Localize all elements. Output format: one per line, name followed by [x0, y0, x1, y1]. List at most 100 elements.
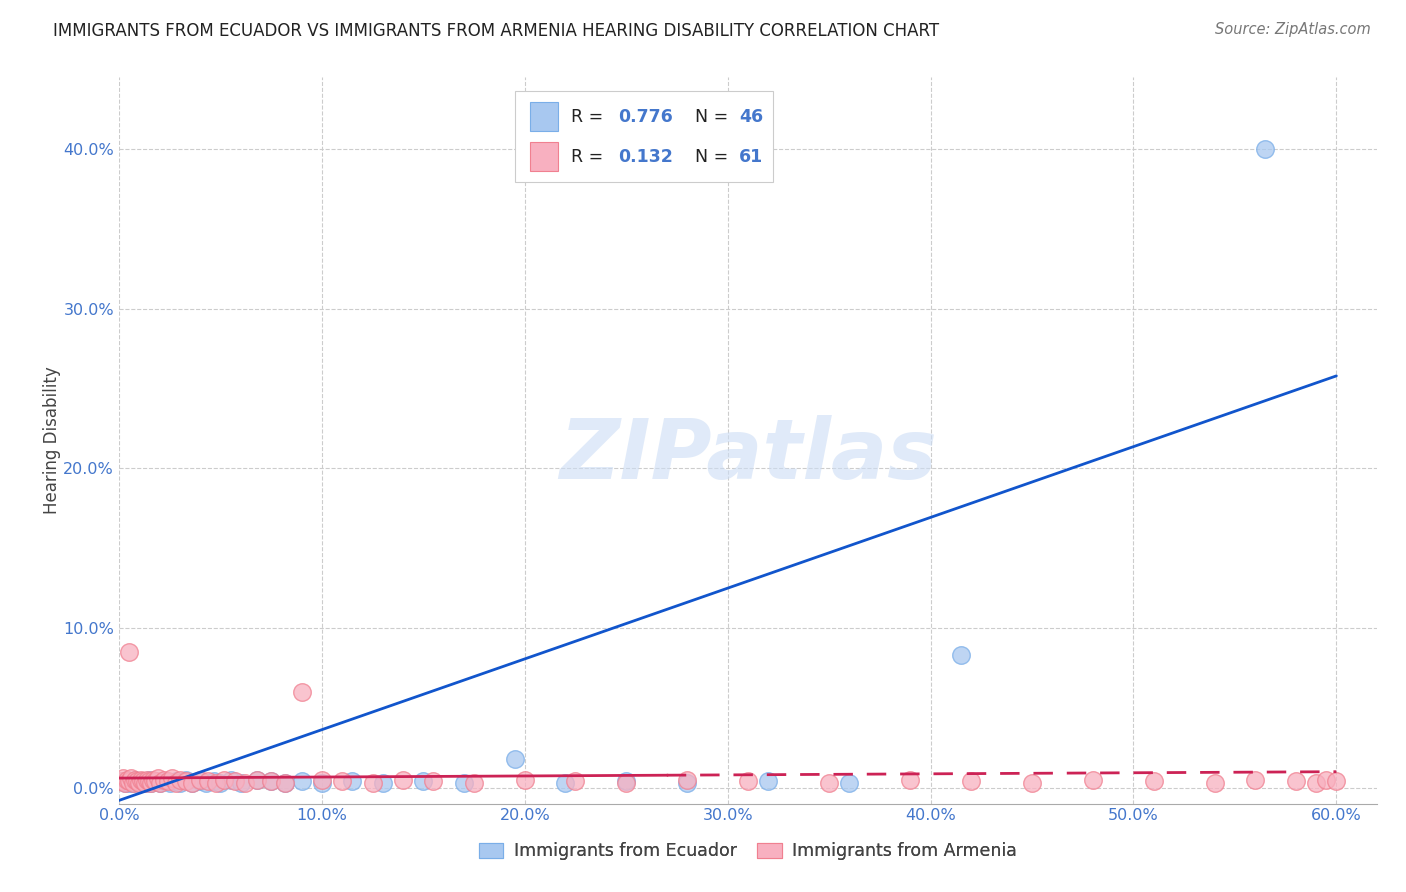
Point: [122, 776, 145, 790]
Point: [290, 774, 312, 789]
Point: [138, 772, 160, 787]
Point: [145, 774, 167, 789]
Point: [246, 772, 269, 787]
Point: [134, 776, 156, 790]
Point: [165, 776, 187, 790]
Point: [124, 772, 146, 787]
Point: [260, 774, 283, 789]
Point: [118, 774, 141, 789]
Point: [188, 772, 211, 787]
Point: [503, 752, 526, 766]
Point: [129, 772, 152, 787]
Text: R =: R =: [571, 147, 609, 166]
Point: [392, 772, 415, 787]
Point: [156, 774, 179, 789]
Point: [205, 776, 228, 790]
Point: [181, 776, 204, 790]
Point: [1315, 772, 1337, 787]
Point: [554, 776, 576, 790]
Point: [112, 771, 135, 785]
Point: [136, 772, 159, 787]
Point: [159, 776, 181, 790]
Point: [371, 776, 394, 790]
Point: [564, 774, 586, 789]
Point: [756, 774, 779, 789]
Point: [169, 776, 191, 790]
Point: [114, 776, 136, 790]
Point: [145, 774, 167, 789]
Point: [224, 774, 246, 789]
Point: [1081, 772, 1104, 787]
Point: [188, 774, 211, 789]
Point: [197, 774, 219, 789]
Point: [209, 776, 232, 790]
Text: N =: N =: [683, 147, 734, 166]
Point: [132, 774, 155, 789]
Point: [246, 772, 269, 787]
Point: [120, 774, 142, 789]
Point: [118, 776, 141, 790]
Text: Source: ZipAtlas.com: Source: ZipAtlas.com: [1215, 22, 1371, 37]
Point: [136, 776, 159, 790]
Point: [138, 774, 160, 789]
Point: [1324, 774, 1347, 789]
Point: [1021, 776, 1043, 790]
Point: [152, 774, 174, 789]
Bar: [530, 102, 558, 131]
Text: 0.776: 0.776: [619, 108, 673, 126]
Point: [129, 774, 152, 789]
Point: [127, 774, 149, 789]
Point: [453, 776, 475, 790]
Point: [311, 772, 333, 787]
Y-axis label: Hearing Disability: Hearing Disability: [44, 367, 60, 515]
Bar: [515, 91, 773, 182]
Text: 46: 46: [740, 108, 763, 126]
Point: [838, 776, 860, 790]
Point: [614, 774, 637, 789]
Point: [1143, 774, 1166, 789]
Point: [152, 772, 174, 787]
Point: [127, 774, 149, 789]
Point: [1244, 772, 1267, 787]
Point: [124, 772, 146, 787]
Point: [148, 776, 170, 790]
Point: [141, 776, 163, 790]
Point: [146, 771, 169, 785]
Point: [134, 774, 156, 789]
Point: [290, 685, 312, 699]
Point: [174, 772, 197, 787]
Text: N =: N =: [683, 108, 734, 126]
Point: [112, 774, 135, 789]
Point: [115, 772, 138, 787]
Point: [676, 772, 699, 787]
Legend: Immigrants from Ecuador, Immigrants from Armenia: Immigrants from Ecuador, Immigrants from…: [479, 842, 1017, 860]
Point: [169, 772, 191, 787]
Point: [202, 774, 225, 789]
Point: [676, 776, 699, 790]
Point: [132, 776, 155, 790]
Text: 0.132: 0.132: [619, 147, 673, 166]
Text: R =: R =: [571, 108, 609, 126]
Point: [898, 772, 921, 787]
Point: [114, 776, 136, 790]
Point: [274, 776, 297, 790]
Point: [219, 772, 242, 787]
Point: [737, 774, 759, 789]
Point: [233, 776, 256, 790]
Text: IMMIGRANTS FROM ECUADOR VS IMMIGRANTS FROM ARMENIA HEARING DISABILITY CORRELATIO: IMMIGRANTS FROM ECUADOR VS IMMIGRANTS FR…: [53, 22, 939, 40]
Point: [463, 776, 485, 790]
Point: [274, 776, 297, 790]
Point: [142, 772, 165, 787]
Point: [110, 774, 132, 789]
Point: [1285, 774, 1308, 789]
Point: [195, 776, 218, 790]
Point: [1254, 142, 1277, 156]
Point: [960, 774, 983, 789]
Point: [115, 772, 138, 787]
Point: [141, 776, 163, 790]
Text: 61: 61: [740, 147, 763, 166]
Point: [214, 772, 236, 787]
Point: [260, 774, 283, 789]
Point: [311, 776, 333, 790]
Point: [818, 776, 841, 790]
